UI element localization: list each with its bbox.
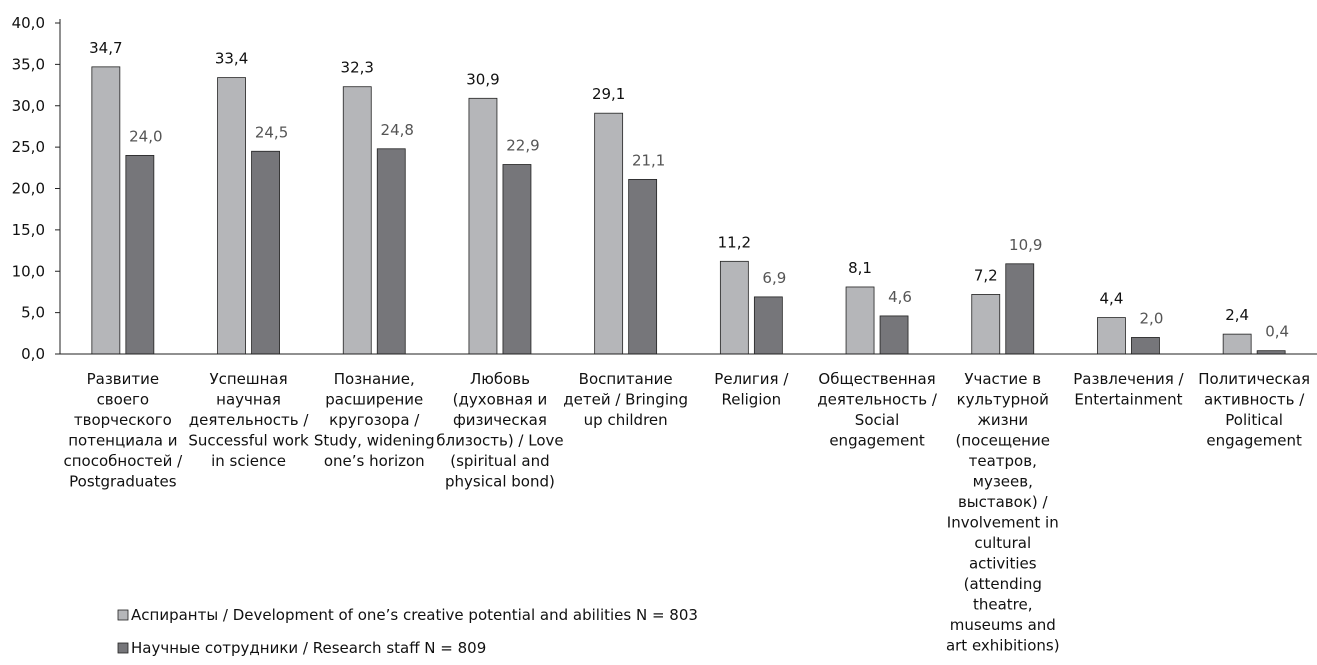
data-label-research-staff: 2,0	[1140, 309, 1164, 327]
category-label: Успешная научная деятельность / Successful …	[188, 370, 309, 470]
bar-postgraduates	[468, 97, 498, 355]
y-tick-label: 25,0	[12, 138, 45, 156]
bar-postgraduates	[719, 260, 749, 355]
data-label-postgraduates: 32,3	[341, 59, 374, 77]
bars: 34,7 24,0 33,4 24,5 32,3 24,8 30,9 22,9 29,1 21,1…	[89, 39, 1289, 355]
category-label: Развлечения / Entertainment	[1073, 370, 1184, 409]
data-label-research-staff: 4,6	[888, 288, 912, 306]
category-label: Познание, расширение кругозора / Study, wid…	[314, 370, 435, 470]
y-tick-label: 0,0	[21, 345, 45, 363]
y-tick-label: 15,0	[12, 221, 45, 239]
bar-postgraduates	[971, 294, 1001, 355]
bar-research-staff	[753, 296, 783, 355]
category-label: Политическая активность / Political engagem…	[1198, 370, 1310, 450]
bar-postgraduates	[217, 77, 246, 355]
y-tick-label: 10,0	[12, 262, 45, 280]
bar-research-staff	[1005, 263, 1035, 355]
data-label-research-staff: 10,9	[1009, 236, 1042, 254]
y-tick-label: 20,0	[12, 180, 45, 198]
y-axis: 0,0 5,0 10,0 15,0 20,0 25,0 30,0 35,0 40,0	[12, 14, 61, 363]
data-label-postgraduates: 7,2	[974, 266, 998, 284]
x-axis: Развитие своего творческого потенциала и спо…	[60, 353, 1317, 655]
bar-postgraduates	[845, 286, 875, 355]
legend: Аспиранты / Development of one’s creativ…	[117, 606, 698, 657]
y-tick-label: 5,0	[21, 304, 45, 322]
data-label-postgraduates: 34,7	[89, 39, 122, 57]
y-tick-label: 40,0	[12, 14, 45, 32]
data-label-postgraduates: 2,4	[1225, 306, 1249, 324]
bar-postgraduates	[1097, 317, 1126, 355]
category-label: Развитие своего творческого потенциала и спо…	[64, 370, 184, 491]
legend-swatch	[117, 642, 129, 654]
data-label-research-staff: 24,5	[255, 123, 288, 141]
data-label-postgraduates: 11,2	[718, 233, 751, 251]
category-label: Воспитание детей / Bringing up children	[563, 370, 688, 429]
category-label: Общественная деятельность / Social engageme…	[817, 370, 938, 450]
bar-postgraduates	[594, 112, 624, 355]
bar-research-staff	[125, 154, 155, 355]
category-label: Религия / Religion	[714, 370, 789, 409]
bar-postgraduates	[342, 86, 372, 355]
bar-postgraduates	[91, 66, 121, 355]
legend-swatch	[117, 609, 129, 621]
data-label-postgraduates: 8,1	[848, 259, 872, 277]
bar-research-staff	[251, 150, 280, 355]
data-label-research-staff: 21,1	[632, 151, 665, 169]
data-label-postgraduates: 4,4	[1100, 290, 1124, 308]
data-label-research-staff: 24,0	[129, 127, 162, 145]
y-tick-label: 30,0	[12, 97, 45, 115]
data-label-postgraduates: 29,1	[592, 85, 625, 103]
bar-research-staff	[1131, 337, 1160, 355]
category-label: Участие в культурной жизни (посещение театро…	[946, 370, 1060, 655]
data-label-research-staff: 22,9	[506, 137, 539, 155]
data-label-research-staff: 24,8	[381, 121, 414, 139]
data-label-research-staff: 6,9	[762, 269, 786, 287]
data-label-postgraduates: 30,9	[466, 70, 499, 88]
bar-research-staff	[628, 178, 658, 355]
legend-label: Аспиранты / Development of one’s creativ…	[131, 606, 698, 624]
bar-postgraduates	[1222, 333, 1252, 355]
legend-label: Научные сотрудники / Research staff N = …	[131, 639, 486, 657]
bar-research-staff	[502, 164, 532, 355]
data-label-research-staff: 0,4	[1265, 323, 1289, 341]
bar-research-staff	[879, 315, 909, 355]
category-label: Любовь (духовная и физическая близость) / L…	[436, 370, 563, 491]
y-tick-label: 35,0	[12, 55, 45, 73]
bar-research-staff	[376, 148, 406, 355]
data-label-postgraduates: 33,4	[215, 50, 248, 68]
